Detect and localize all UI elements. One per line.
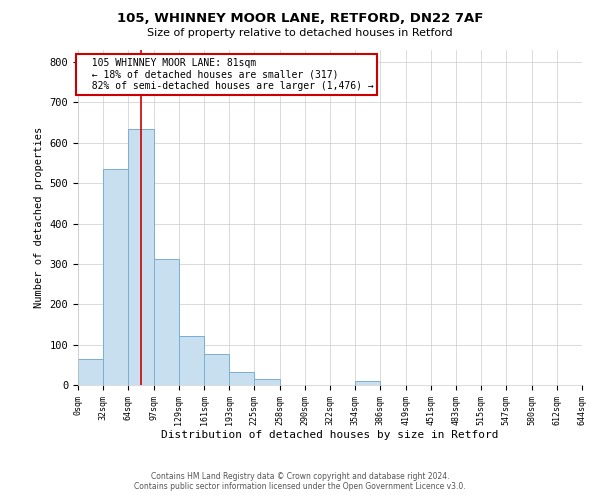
Bar bbox=[229, 372, 254, 385]
Y-axis label: Number of detached properties: Number of detached properties bbox=[34, 127, 44, 308]
Bar bbox=[128, 128, 154, 385]
X-axis label: Distribution of detached houses by size in Retford: Distribution of detached houses by size … bbox=[161, 430, 499, 440]
Bar bbox=[78, 359, 103, 385]
Text: Contains HM Land Registry data © Crown copyright and database right 2024.
Contai: Contains HM Land Registry data © Crown c… bbox=[134, 472, 466, 491]
Bar bbox=[254, 380, 280, 385]
Text: 105 WHINNEY MOOR LANE: 81sqm
  ← 18% of detached houses are smaller (317)
  82% : 105 WHINNEY MOOR LANE: 81sqm ← 18% of de… bbox=[80, 58, 373, 92]
Bar bbox=[154, 259, 179, 385]
Bar bbox=[179, 336, 204, 385]
Text: Size of property relative to detached houses in Retford: Size of property relative to detached ho… bbox=[147, 28, 453, 38]
Bar bbox=[103, 169, 128, 385]
Bar bbox=[204, 354, 229, 385]
Bar bbox=[355, 382, 380, 385]
Text: 105, WHINNEY MOOR LANE, RETFORD, DN22 7AF: 105, WHINNEY MOOR LANE, RETFORD, DN22 7A… bbox=[117, 12, 483, 26]
